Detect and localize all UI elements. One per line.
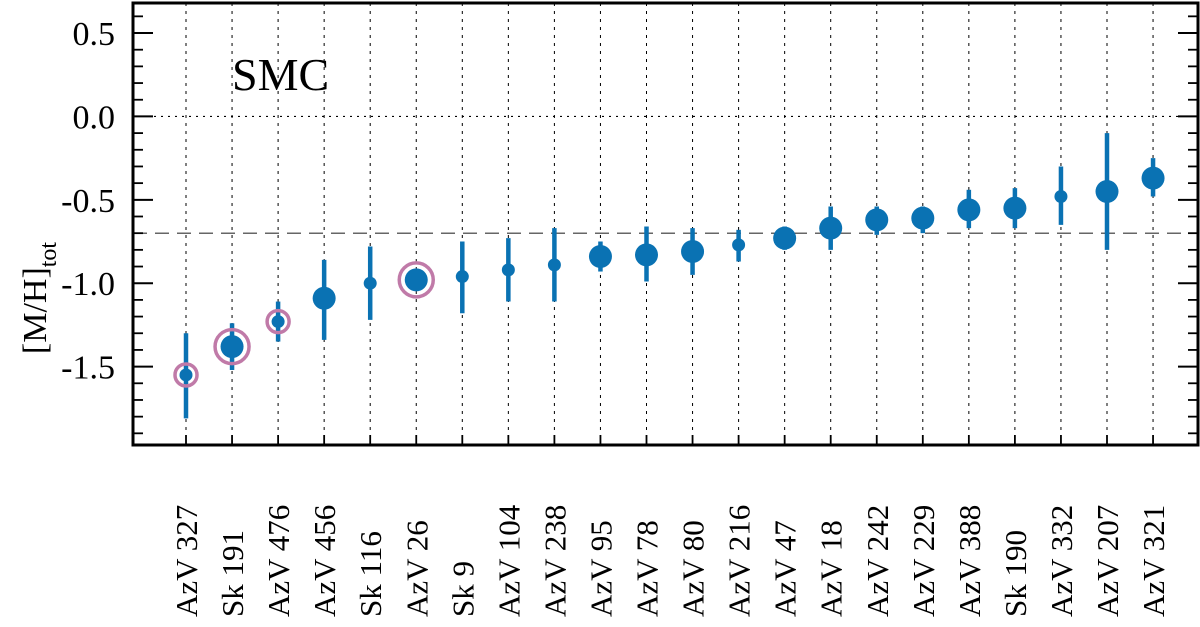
grid-lines	[185, 3, 1154, 445]
data-point-16	[911, 206, 935, 230]
category-label-5: AzV 26	[399, 520, 434, 617]
y-tick-label-3: -1.0	[61, 266, 115, 303]
highlight-ring-1	[213, 327, 251, 366]
category-label-12: AzV 216	[722, 505, 757, 617]
y-tick-label-4: -1.5	[61, 350, 115, 387]
data-point-15	[865, 208, 889, 232]
category-label-20: AzV 207	[1090, 505, 1125, 617]
data-point-18	[1003, 196, 1027, 220]
category-label-6: Sk 9	[445, 561, 480, 617]
data-point-19	[1054, 189, 1068, 203]
y-tick-labels: 0.5 0.0 -0.5 -1.0 -1.5	[61, 16, 115, 387]
category-label-3: AzV 456	[307, 505, 342, 617]
category-label-17: AzV 388	[952, 505, 987, 617]
category-label-1: Sk 191	[215, 530, 250, 617]
y-tick-label-0: 0.5	[73, 16, 116, 53]
reference-lines	[133, 115, 1198, 234]
category-label-16: AzV 229	[906, 505, 941, 617]
data-point-12	[732, 238, 746, 252]
data-point-3	[312, 286, 336, 310]
data-point-0	[179, 368, 193, 382]
category-label-0: AzV 327	[169, 505, 204, 617]
data-point-1	[220, 335, 244, 359]
category-label-7: AzV 104	[491, 504, 526, 617]
category-label-8: AzV 238	[537, 505, 572, 617]
category-label-2: AzV 476	[261, 505, 296, 617]
data-point-8	[547, 258, 561, 272]
category-label-9: AzV 95	[583, 520, 618, 617]
data-point-5	[404, 268, 428, 292]
category-label-14: AzV 18	[814, 520, 849, 617]
y-axis-label-main: [M/H]	[17, 267, 54, 354]
category-label-4: Sk 116	[353, 531, 388, 617]
highlight-ring-0	[173, 362, 199, 388]
data-point-17	[957, 198, 981, 222]
highlight-ring-5	[397, 261, 435, 299]
category-label-19: AzV 332	[1044, 505, 1079, 617]
data-point-4	[363, 276, 377, 290]
category-label-21: AzV 321	[1136, 505, 1171, 617]
data-point-14	[819, 216, 843, 240]
data-point-7	[501, 263, 515, 277]
highlight-ring-2	[265, 308, 291, 335]
data-points	[173, 166, 1165, 388]
data-point-13	[773, 226, 797, 250]
data-point-20	[1095, 179, 1119, 203]
y-tick-label-1: 0.0	[73, 99, 116, 136]
plot-frame	[131, 1, 1200, 447]
category-label-11: AzV 80	[676, 520, 711, 617]
y-axis-label-sub: tot	[36, 242, 62, 268]
error-bars	[183, 133, 1156, 419]
panel-label: SMC	[232, 49, 329, 100]
category-label-15: AzV 242	[860, 505, 895, 617]
y-axis-label: [M/H]tot	[17, 242, 62, 355]
data-point-11	[681, 240, 705, 264]
data-point-6	[455, 270, 469, 284]
category-labels: AzV 327 Sk 191 AzV 476 AzV 456 Sk 116 AzV 26 S…	[169, 504, 1171, 617]
data-point-2	[271, 315, 285, 329]
data-point-21	[1141, 166, 1165, 190]
data-point-10	[635, 243, 658, 267]
y-tick-label-2: -0.5	[61, 183, 115, 220]
axes-frame	[131, 1, 1200, 447]
category-label-18: Sk 190	[998, 530, 1033, 617]
category-label-10: AzV 78	[630, 520, 665, 617]
data-point-9	[588, 245, 612, 269]
category-label-13: AzV 47	[768, 520, 803, 617]
